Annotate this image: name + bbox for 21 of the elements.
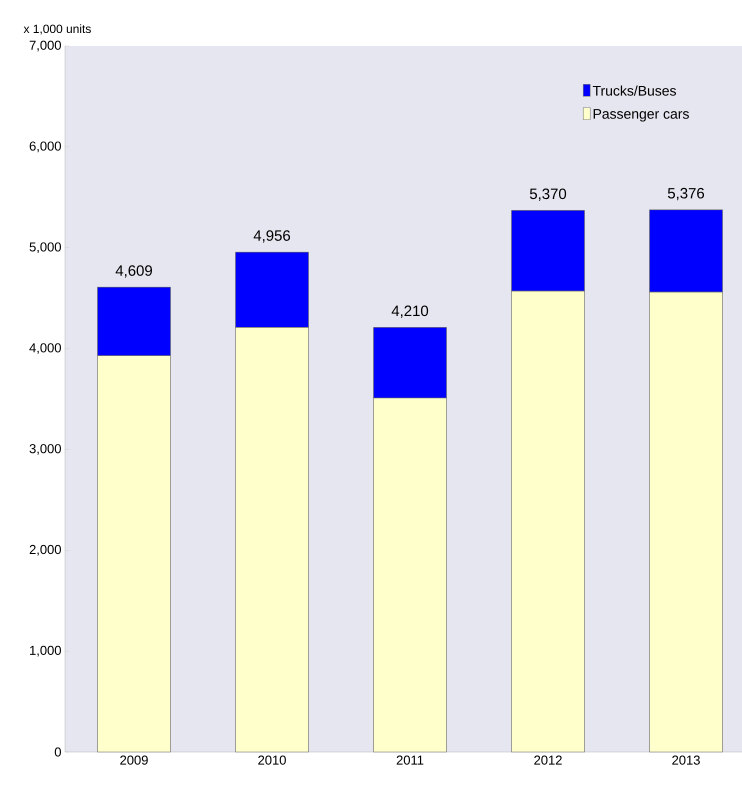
x-tick-label: 2009 (120, 756, 148, 765)
y-axis-title: x 1,000 units (24, 24, 91, 34)
x-tick-label: 2011 (396, 756, 424, 765)
y-tick-label: 5,000 (30, 242, 61, 254)
x-tick-label: 2010 (258, 756, 286, 765)
legend-label: Trucks/Buses (592, 85, 676, 96)
x-tick-label: 2012 (534, 756, 562, 765)
total-label: 5,376 (668, 188, 704, 200)
y-tick-label: 3,000 (30, 444, 61, 455)
x-tick-label: 2013 (672, 756, 700, 765)
total-label: 4,956 (254, 230, 290, 243)
y-tick-label: 2,000 (30, 544, 61, 556)
legend-label: Passenger cars (594, 109, 689, 122)
y-tick-label: 0 (54, 747, 61, 757)
total-label: 4,210 (392, 306, 428, 318)
total-label: 5,370 (530, 188, 566, 201)
y-tick-label: 6,000 (30, 142, 61, 152)
y-tick-label: 7,000 (30, 40, 61, 52)
y-tick-label: 1,000 (30, 646, 61, 656)
total-label: 4,609 (116, 265, 152, 278)
y-tick-label: 4,000 (29, 343, 61, 354)
